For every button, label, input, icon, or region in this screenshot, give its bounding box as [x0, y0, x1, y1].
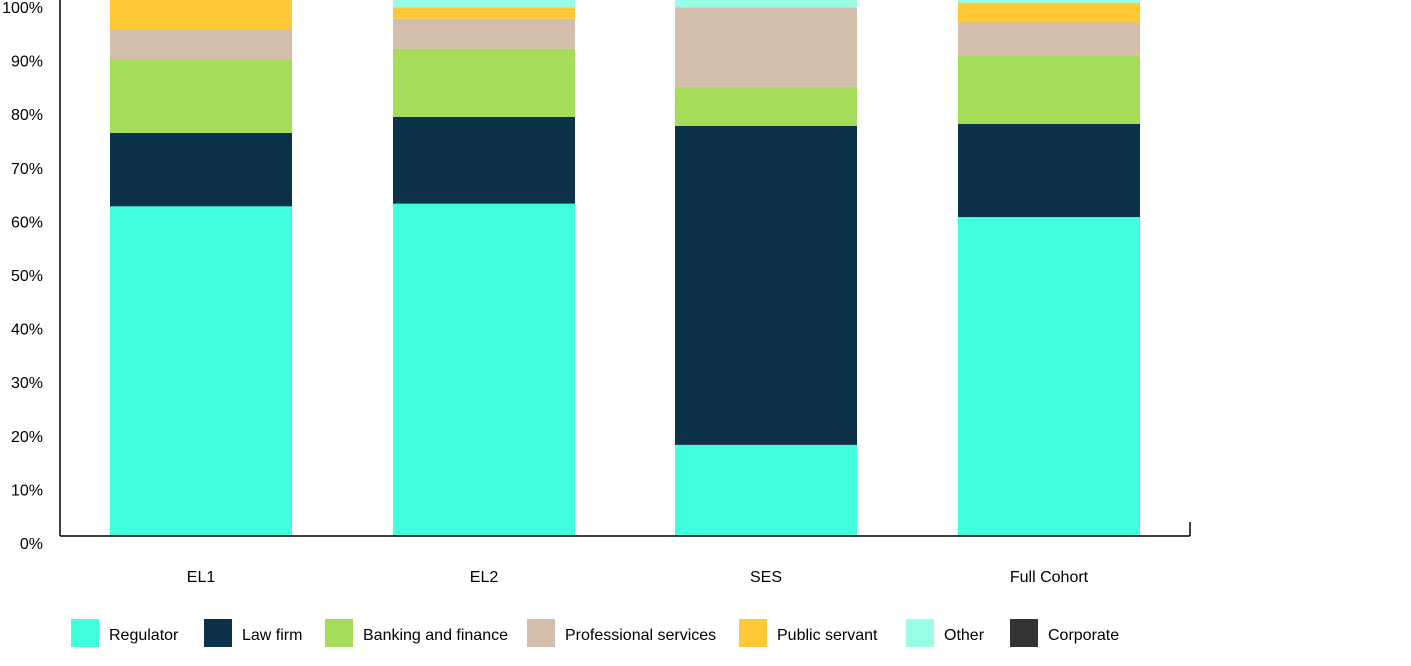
bar-stack-full-cohort: [958, 0, 1140, 536]
bar-el1-law-firm: [110, 132, 292, 207]
bar-el2-professional-services: [393, 18, 575, 49]
legend: Regulator Law firm Banking and finance Prof…: [71, 619, 1119, 647]
bars-layer: [110, 0, 1140, 537]
x-tick-label-ses: SES: [750, 569, 782, 586]
y-tick-label: 70%: [11, 161, 43, 178]
legend-item-law-firm: Law firm: [204, 619, 302, 647]
bar-stack-el1: [110, 0, 292, 537]
bar-ses-regulator: [675, 444, 857, 536]
legend-label-public-servant: Public servant: [777, 627, 878, 644]
bar-full-cohort-public-servant: [958, 2, 1140, 23]
bar-full-cohort-regulator: [958, 217, 1140, 536]
bar-full-cohort-law-firm: [958, 123, 1140, 218]
x-tick-labels: EL1 EL2 SES Full Cohort: [187, 569, 1089, 586]
legend-swatch-law-firm: [204, 619, 232, 647]
legend-swatch-banking-and-finance: [325, 619, 353, 647]
bar-ses-other: [675, 0, 857, 8]
y-tick-labels: 0% 10% 20% 30% 40% 50% 60% 70% 80% 90% 100%: [2, 0, 43, 553]
y-tick-label: 80%: [11, 107, 43, 124]
legend-label-banking-and-finance: Banking and finance: [363, 627, 508, 644]
legend-item-corporate: Corporate: [1010, 619, 1119, 647]
legend-swatch-professional-services: [527, 619, 555, 647]
bar-stack-el2: [393, 0, 575, 536]
legend-item-public-servant: Public servant: [739, 619, 878, 647]
legend-label-other: Other: [944, 627, 985, 644]
bar-full-cohort-banking-and-finance: [958, 55, 1140, 124]
bar-ses-law-firm: [675, 125, 857, 445]
y-tick-label: 30%: [11, 375, 43, 392]
legend-swatch-public-servant: [739, 619, 767, 647]
y-tick-label: 20%: [11, 429, 43, 446]
bar-el1-regulator: [110, 206, 292, 537]
bar-full-cohort-other: [958, 0, 1140, 3]
x-tick-label-full-cohort: Full Cohort: [1010, 569, 1089, 586]
bar-ses-professional-services: [675, 7, 857, 87]
legend-label-regulator: Regulator: [109, 627, 179, 644]
legend-swatch-corporate: [1010, 619, 1038, 647]
legend-item-professional-services: Professional services: [527, 619, 716, 647]
bar-ses-banking-and-finance: [675, 86, 857, 126]
x-tick-label-el2: EL2: [470, 569, 499, 586]
bar-el2-regulator: [393, 203, 575, 536]
y-tick-label: 40%: [11, 322, 43, 339]
bar-el2-law-firm: [393, 116, 575, 204]
legend-swatch-regulator: [71, 619, 99, 647]
bar-full-cohort-professional-services: [958, 22, 1140, 56]
legend-swatch-other: [906, 619, 934, 647]
legend-item-regulator: Regulator: [71, 619, 179, 647]
bar-el2-other: [393, 0, 575, 8]
legend-label-law-firm: Law firm: [242, 627, 302, 644]
y-tick-label: 60%: [11, 214, 43, 231]
y-tick-label: 50%: [11, 268, 43, 285]
bar-el1-professional-services: [110, 29, 292, 60]
legend-item-other: Other: [906, 619, 985, 647]
y-tick-label: 90%: [11, 54, 43, 71]
legend-item-banking-and-finance: Banking and finance: [325, 619, 508, 647]
bar-el1-public-servant: [110, 0, 292, 30]
legend-label-professional-services: Professional services: [565, 627, 716, 644]
bar-el2-public-servant: [393, 7, 575, 19]
bar-el2-banking-and-finance: [393, 48, 575, 117]
x-tick-label-el1: EL1: [187, 569, 216, 586]
y-tick-label: 0%: [20, 536, 43, 553]
bar-el1-banking-and-finance: [110, 59, 292, 133]
legend-label-corporate: Corporate: [1048, 627, 1119, 644]
y-tick-label: 100%: [2, 0, 43, 17]
y-tick-label: 10%: [11, 482, 43, 499]
axes-layer: [59, 0, 1191, 537]
bar-stack-ses: [675, 0, 857, 536]
